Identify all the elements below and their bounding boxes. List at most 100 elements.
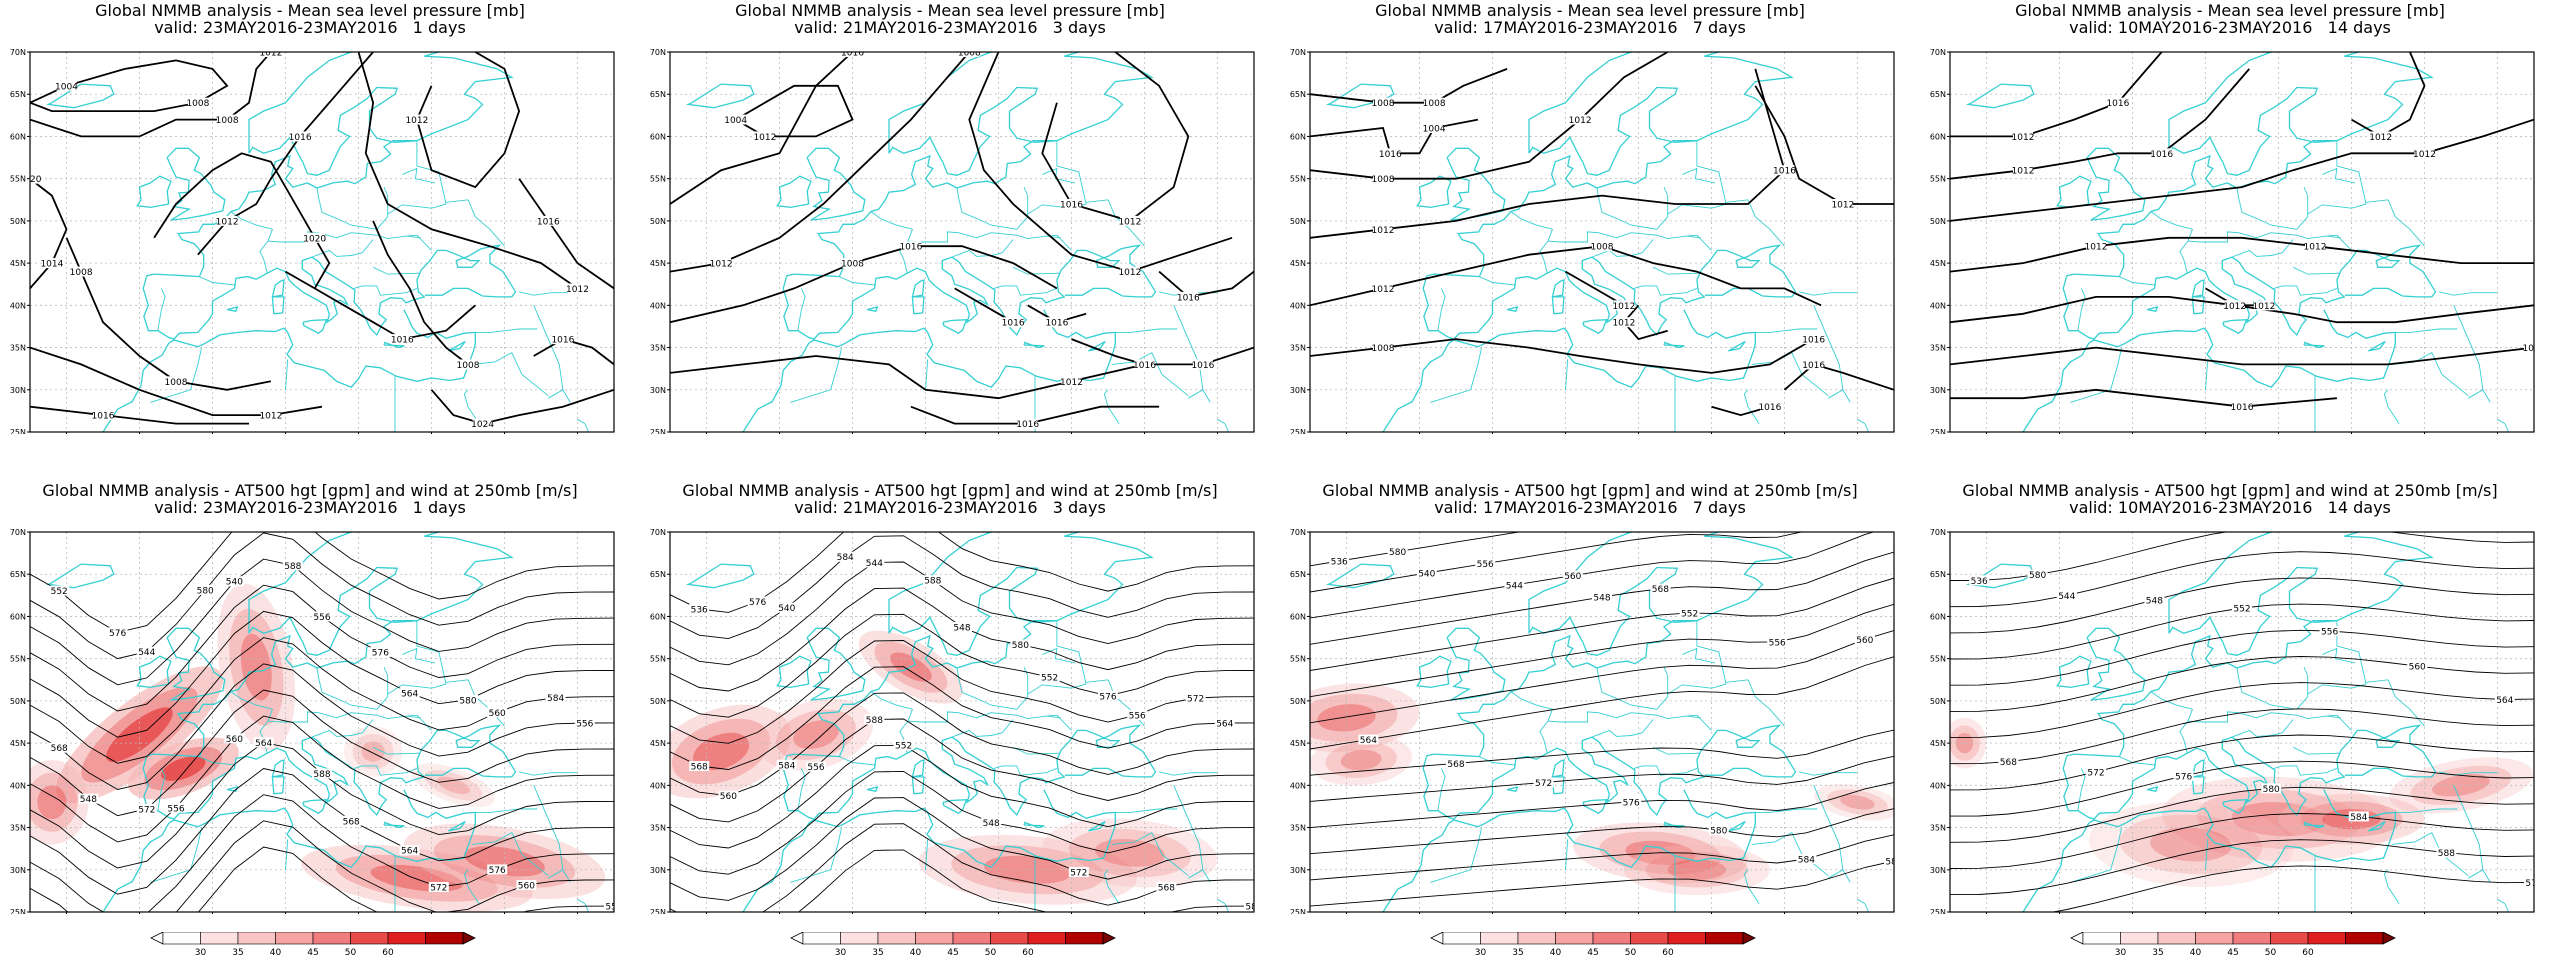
lat-label: 60N [1930, 132, 1946, 141]
contour-label: 1012 [1612, 319, 1635, 329]
colorbar-swatch [990, 931, 1029, 945]
lat-label: 55N [650, 655, 666, 664]
contour-label: 576 [489, 866, 506, 876]
colorbar-tick: 60 [382, 948, 394, 958]
coastlines [46, 52, 589, 432]
colorbar-swatch [1027, 931, 1066, 945]
colorbar-swatch [2345, 931, 2384, 945]
map-border [1949, 51, 2535, 433]
panel-title: Global NMMB analysis - AT500 hgt [gpm] a… [640, 482, 1260, 516]
contour-label: 568 [343, 817, 360, 827]
contour-label: 1008 [1423, 99, 1446, 109]
contour-label: 564 [401, 690, 418, 700]
panel-title: Global NMMB analysis - Mean sea level pr… [1920, 2, 2540, 36]
lat-label: 70N [1930, 48, 1946, 57]
contour-label: 584 [2350, 813, 2367, 823]
contour-label: 584 [837, 553, 854, 563]
colorbar-tick: 30 [835, 948, 847, 958]
colorbar-swatch [275, 931, 314, 945]
contour-label: 1016 [289, 133, 312, 143]
contour-label: 1012 [1612, 302, 1635, 312]
contour-label: 544 [2058, 592, 2075, 602]
lat-label: 60N [650, 612, 666, 621]
jet-area [403, 823, 606, 900]
jet-area [2119, 814, 2263, 875]
jet-area [2161, 776, 2396, 862]
colorbar-swatch [2082, 931, 2121, 945]
lat-label: 45N [1930, 739, 1946, 748]
lat-label: 40N [1930, 781, 1946, 790]
contour-label: 1014 [40, 260, 63, 270]
lat-label: 45N [10, 739, 26, 748]
lat-label: 50N [1290, 697, 1306, 706]
contour-label: 540 [778, 604, 795, 614]
panel-title-line1: Global NMMB analysis - AT500 hgt [gpm] a… [1322, 481, 1858, 500]
panel-title-line1: Global NMMB analysis - Mean sea level pr… [735, 1, 1165, 20]
lat-label: 55N [10, 655, 26, 664]
contour-label: 556 [1477, 560, 1494, 570]
contour-label: 580 [197, 586, 214, 596]
contour-label: 576 [372, 649, 389, 659]
colorbar-swatch [1667, 931, 1706, 945]
panel-title-line2: valid: 21MAY2016-23MAY2016 3 days [794, 18, 1106, 37]
colorbar: 30 35 40 45 50 60 [145, 931, 485, 962]
colorbar-tick: 45 [947, 948, 958, 958]
contour-labels: 536 540 544 548 552 556 560 564 568 572 576 580 584 5… [1329, 546, 1894, 868]
lat-label: 40N [650, 781, 666, 790]
map-canvas: 1004 1008 1016 1016 1008 1020 1012 1012 1008 1012… [10, 48, 615, 434]
contour-label: 564 [1360, 736, 1377, 746]
colorbar-swatch [2232, 931, 2271, 945]
colorbar-tick: 60 [2302, 948, 2314, 958]
contour-label: 1016 [1802, 336, 1825, 346]
wind-shading [30, 583, 606, 912]
contour-label: 548 [983, 819, 1000, 829]
lat-label: 30N [1290, 386, 1306, 395]
contour-label: 1008 [1372, 99, 1395, 109]
graticule [670, 52, 1254, 432]
map-frame: 1004 1008 1016 1016 1008 1020 1012 1012 1008 1012… [0, 46, 620, 434]
contour-label: 568 [1447, 760, 1464, 770]
panel-title-line2: valid: 21MAY2016-23MAY2016 3 days [794, 498, 1106, 517]
contour-label: 1012 [259, 49, 282, 59]
map-canvas: 1012 1016 1012 1012 1012 1012 1016 1012 1012 1016… [1930, 48, 2535, 434]
contour-label: 588 [924, 577, 941, 587]
colorbar-swatch [200, 931, 239, 945]
contour-label: 1016 [1016, 420, 1039, 430]
contour-label: 560 [1856, 636, 1873, 646]
contour-label: 1016 [1045, 319, 1068, 329]
lat-label: 25N [650, 428, 666, 434]
map-canvas: 536 544 548 552 556 560 564 568 572 576 580 584 588 5… [1930, 528, 2540, 914]
panel-title: Global NMMB analysis - Mean sea level pr… [0, 2, 620, 36]
contour-label: 1024 [471, 420, 494, 430]
panel-title-line2: valid: 10MAY2016-23MAY2016 14 days [2069, 498, 2391, 517]
colorbar-tick: 40 [270, 948, 282, 958]
colorbar-tick: 35 [1512, 948, 1523, 958]
contour-label: 1012 [1372, 226, 1395, 236]
lat-label: 30N [10, 386, 26, 395]
contour-label: 560 [720, 792, 737, 802]
contour-label: 1016 [2231, 403, 2254, 413]
jet-area [2150, 827, 2232, 862]
contour-label: 560 [226, 735, 243, 745]
lat-label: 65N [650, 90, 666, 99]
contour-label: 556 [1769, 638, 1786, 648]
contour-label: 552 [1041, 674, 1058, 684]
lat-label: 40N [650, 301, 666, 310]
contour-label: 564 [1216, 719, 1233, 729]
jet-area [2196, 789, 2361, 849]
panel-title-line2: valid: 23MAY2016-23MAY2016 1 days [154, 18, 466, 37]
contour-label: 580 [1710, 827, 1727, 837]
contour-label: 576 [1623, 798, 1640, 808]
colorbar-swatch [387, 931, 426, 945]
colorbar-swatch [2195, 931, 2234, 945]
jet-area [670, 704, 792, 799]
jet-area [464, 846, 545, 877]
jet-area [1950, 717, 1987, 769]
colorbar-tick: 50 [985, 948, 997, 958]
contour-label: 1012 [1831, 201, 1854, 211]
lat-label: 55N [650, 175, 666, 184]
contour-label: 573 [2525, 879, 2540, 889]
lat-label: 30N [650, 386, 666, 395]
contour-label: 560 [1564, 572, 1581, 582]
map-frame: 552 544 540 556 564 560 556 548 556 564 568 572 560 5… [0, 526, 620, 914]
